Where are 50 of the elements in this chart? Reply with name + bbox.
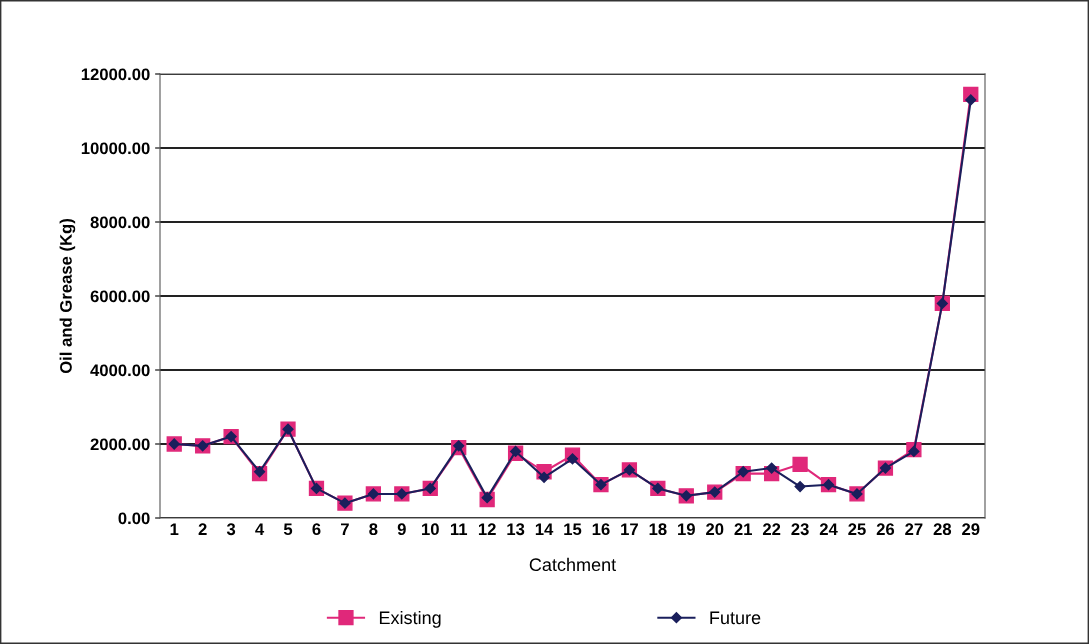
- point: [794, 480, 806, 493]
- point: [453, 440, 465, 452]
- x-axis-title: Catchment: [529, 557, 617, 572]
- x-tick-label: 7: [341, 523, 349, 535]
- x-tick-label: 5: [283, 523, 293, 536]
- x-tick-label: 17: [621, 523, 638, 535]
- y-tick-label: 2000.00: [90, 438, 150, 451]
- x-tick-label: 27: [905, 523, 923, 535]
- x-tick-label: 13: [507, 523, 525, 536]
- point: [908, 445, 920, 458]
- legend-label: Existing: [379, 610, 441, 628]
- point: [792, 456, 808, 472]
- x-tick-label: 16: [592, 523, 610, 536]
- x-tick-label: 19: [678, 523, 695, 536]
- x-tick-label: 6: [312, 523, 321, 536]
- x-tick-label: 3: [226, 523, 236, 536]
- x-tick-label: 15: [564, 523, 582, 536]
- x-tick-label: 1: [170, 523, 179, 535]
- x-tick-label: 8: [369, 523, 378, 536]
- x-tick-label: 26: [876, 523, 895, 536]
- y-tick-label: 6000.00: [90, 290, 150, 303]
- y-tick-label: 10000.00: [81, 142, 150, 155]
- x-tick-label: 21: [734, 523, 752, 535]
- x-tick-label: 9: [397, 523, 406, 536]
- point: [253, 466, 266, 478]
- x-tick-label: 18: [649, 523, 667, 536]
- x-tick-label: 11: [450, 523, 468, 535]
- x-tick-label: 28: [933, 523, 952, 536]
- y-tick-label: 8000.00: [90, 216, 150, 229]
- x-tick-label: 29: [962, 523, 980, 536]
- point: [538, 471, 550, 483]
- x-tick-label: 14: [535, 523, 554, 535]
- x-tick-label: 25: [848, 523, 866, 536]
- y-tick-label: 0.00: [118, 512, 150, 525]
- x-tick-label: 2: [198, 523, 207, 535]
- x-tick-label: 10: [422, 523, 439, 536]
- point: [566, 453, 579, 465]
- x-tick-label: 20: [706, 523, 724, 536]
- legend-label: Future: [710, 611, 761, 625]
- x-tick-label: 22: [762, 523, 781, 535]
- point: [965, 94, 977, 106]
- x-tick-label: 24: [819, 523, 838, 535]
- x-tick-label: 4: [255, 523, 265, 535]
- point: [766, 462, 778, 474]
- x-tick-label: 12: [478, 523, 496, 535]
- y-tick-label: 12000.00: [81, 68, 150, 81]
- x-tick-label: 23: [791, 523, 809, 536]
- y-tick-label: 4000.00: [90, 364, 150, 377]
- point: [737, 466, 749, 478]
- y-axis-title: Oil and Grease (Kg): [59, 219, 76, 374]
